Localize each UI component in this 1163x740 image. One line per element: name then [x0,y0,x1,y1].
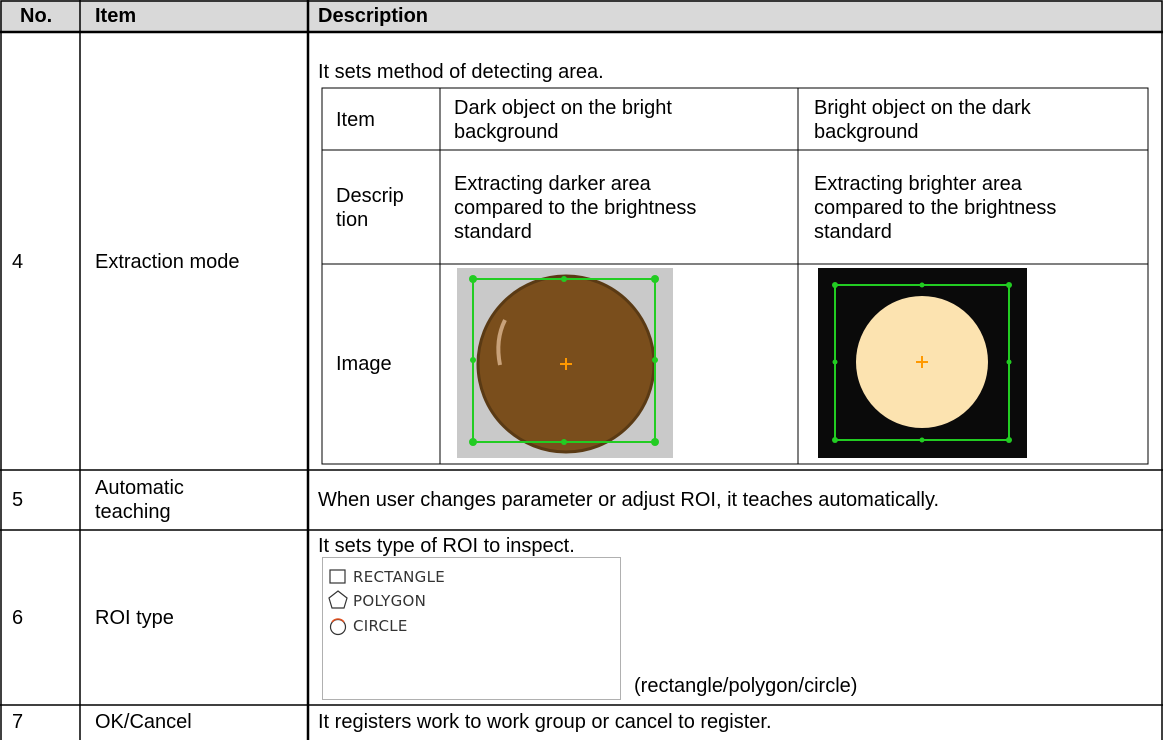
roi-option: RECTANGLE [353,568,446,586]
roi-option: POLYGON [353,592,427,610]
sub-cell: Bright object on the dark background [814,97,1031,143]
header-cell: Description [318,5,429,27]
description-note: (rectangle/polygon/circle) [634,675,858,697]
sub-cell: Dark object on the bright background [454,97,672,143]
sub-cell: Item [336,109,375,131]
row-number: 7 [12,711,24,733]
roi-option: CIRCLE [353,617,408,635]
header-cell: Item [95,5,137,27]
header-cell: No. [20,5,53,27]
row-number: 5 [12,489,24,511]
row-item: Automatic teaching [95,477,184,523]
sub-cell: Extracting darker area compared to the b… [454,173,697,243]
row-item: Extraction mode [95,251,240,273]
row-item: OK/Cancel [95,711,192,733]
description-text: It registers work to work group or cance… [318,711,772,733]
sub-cell: Description [336,185,404,231]
row-number: 4 [12,251,24,273]
description-text: It sets method of detecting area. [318,61,604,83]
sub-cell: Image [336,353,392,375]
row-number: 6 [12,607,24,629]
row-item: ROI type [95,607,174,629]
description-text: It sets type of ROI to inspect. [318,535,575,557]
description-text: When user changes parameter or adjust RO… [318,489,940,511]
sub-cell: Extracting brighter area compared to the… [814,173,1057,243]
